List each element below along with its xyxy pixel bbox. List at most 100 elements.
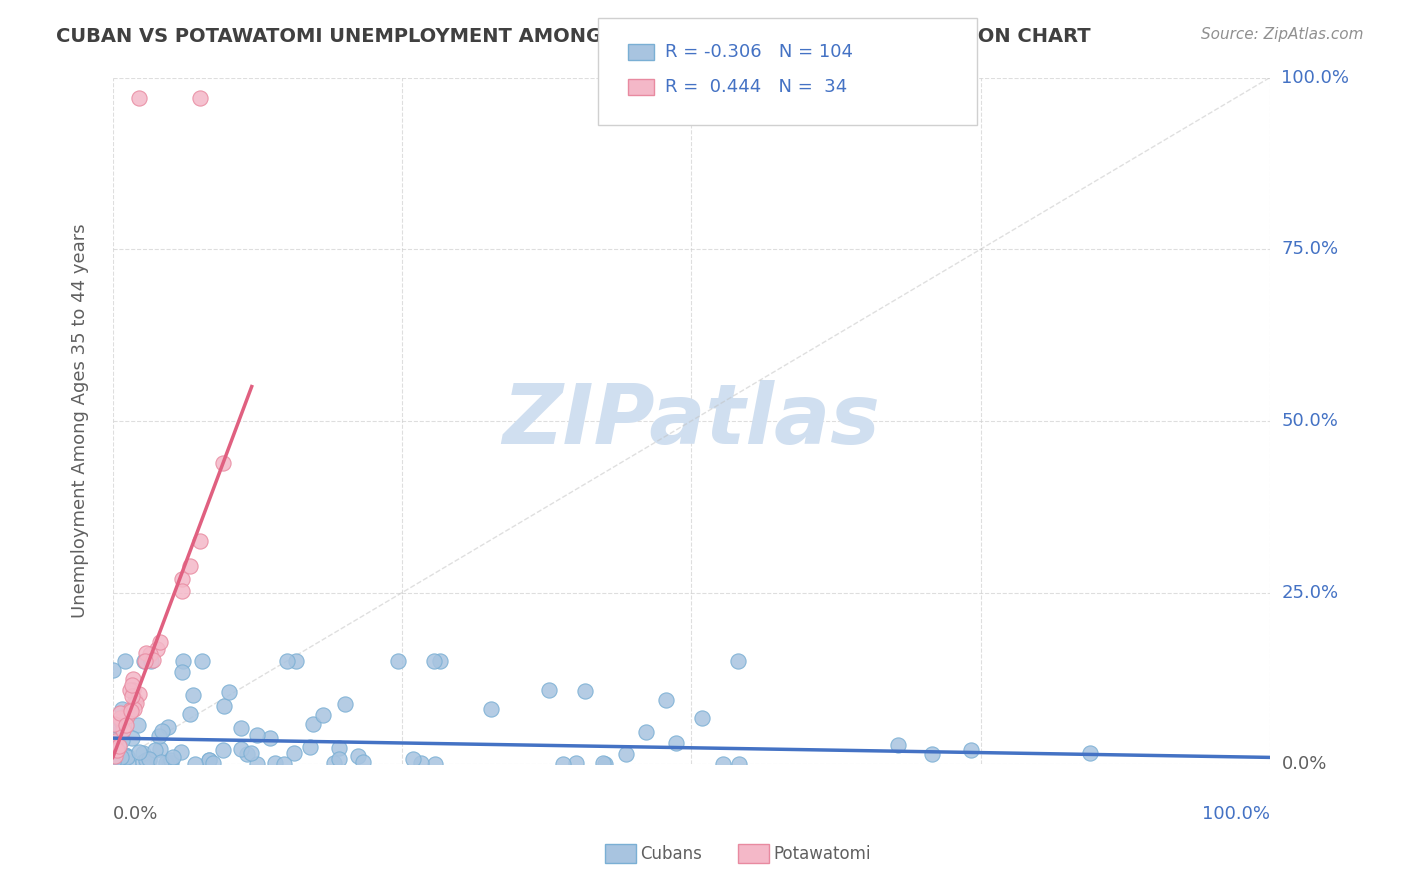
- Point: [298, 740, 321, 755]
- Point: [115, 750, 138, 764]
- Point: [246, 756, 269, 771]
- Text: ZIPatlas: ZIPatlas: [502, 380, 880, 461]
- Point: [110, 706, 132, 720]
- Point: [136, 755, 159, 769]
- Point: [212, 698, 235, 713]
- Point: [179, 707, 201, 722]
- Point: [135, 756, 157, 770]
- Point: [103, 754, 125, 768]
- Point: [111, 723, 134, 738]
- Point: [264, 756, 287, 770]
- Point: [172, 654, 194, 668]
- Point: [120, 704, 142, 718]
- Point: [593, 757, 616, 772]
- Point: [283, 746, 305, 760]
- Point: [115, 708, 138, 723]
- Point: [148, 729, 170, 743]
- Point: [727, 654, 749, 668]
- Point: [959, 743, 981, 757]
- Point: [117, 749, 139, 764]
- Point: [711, 757, 734, 772]
- Point: [188, 533, 211, 548]
- Point: [128, 745, 150, 759]
- Point: [132, 755, 155, 769]
- Point: [101, 663, 124, 677]
- Point: [353, 755, 375, 769]
- Text: Source: ZipAtlas.com: Source: ZipAtlas.com: [1201, 27, 1364, 42]
- Point: [124, 702, 146, 716]
- Point: [728, 757, 751, 772]
- Point: [155, 756, 177, 770]
- Point: [101, 756, 124, 770]
- Point: [101, 738, 124, 752]
- Point: [105, 746, 128, 760]
- Point: [170, 745, 193, 759]
- Text: 0.0%: 0.0%: [112, 805, 159, 823]
- Point: [149, 635, 172, 649]
- Point: [157, 755, 180, 769]
- Point: [115, 717, 138, 731]
- Point: [128, 91, 150, 105]
- Point: [347, 748, 370, 763]
- Point: [105, 742, 128, 756]
- Point: [311, 707, 333, 722]
- Point: [104, 733, 127, 747]
- Point: [145, 641, 167, 656]
- Point: [150, 756, 173, 770]
- Point: [887, 738, 910, 752]
- Point: [665, 735, 688, 749]
- Point: [537, 683, 560, 698]
- Point: [114, 747, 136, 762]
- Point: [160, 753, 183, 767]
- Point: [218, 685, 240, 699]
- Point: [139, 647, 162, 661]
- Point: [301, 717, 323, 731]
- Point: [172, 584, 194, 599]
- Point: [323, 756, 346, 771]
- Point: [231, 742, 253, 756]
- Point: [236, 747, 259, 761]
- Point: [479, 702, 502, 716]
- Point: [690, 711, 713, 725]
- Point: [273, 756, 295, 771]
- Point: [127, 717, 149, 731]
- Point: [121, 678, 143, 692]
- Point: [1078, 746, 1101, 760]
- Point: [108, 711, 131, 725]
- Point: [157, 720, 180, 734]
- Point: [141, 654, 163, 668]
- Point: [101, 755, 124, 769]
- Point: [259, 731, 281, 745]
- Point: [122, 672, 145, 686]
- Point: [574, 683, 596, 698]
- Text: CUBAN VS POTAWATOMI UNEMPLOYMENT AMONG AGES 35 TO 44 YEARS CORRELATION CHART: CUBAN VS POTAWATOMI UNEMPLOYMENT AMONG A…: [56, 27, 1091, 45]
- Point: [333, 697, 356, 711]
- Point: [198, 753, 221, 767]
- Point: [423, 757, 446, 772]
- Point: [191, 654, 214, 668]
- Point: [125, 696, 148, 710]
- Point: [564, 756, 586, 771]
- Point: [921, 747, 943, 761]
- Point: [328, 752, 350, 766]
- Point: [120, 683, 142, 698]
- Point: [104, 727, 127, 741]
- Point: [122, 682, 145, 697]
- Point: [328, 740, 350, 755]
- Point: [104, 749, 127, 764]
- Point: [150, 723, 173, 738]
- Point: [636, 724, 658, 739]
- Point: [188, 91, 211, 105]
- Text: 0.0%: 0.0%: [1281, 756, 1327, 773]
- Text: Potawatomi: Potawatomi: [773, 845, 870, 863]
- Point: [654, 693, 676, 707]
- Point: [172, 573, 194, 587]
- Text: Cubans: Cubans: [640, 845, 702, 863]
- Point: [110, 714, 132, 729]
- Point: [115, 706, 138, 720]
- Point: [229, 721, 252, 735]
- Point: [409, 756, 432, 771]
- Point: [149, 742, 172, 756]
- Point: [103, 717, 125, 731]
- Point: [198, 753, 221, 767]
